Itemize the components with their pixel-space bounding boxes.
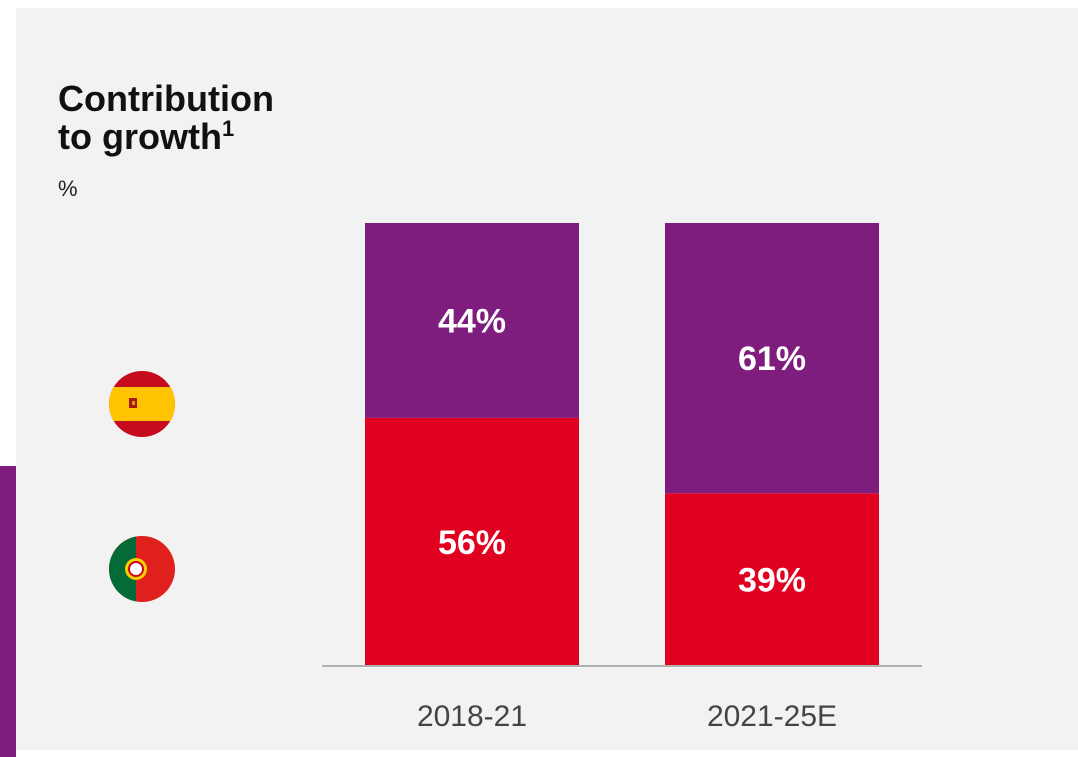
title-line-1: Contribution [58,78,274,119]
data-label-2018-21-segment-0: 56% [438,524,506,562]
data-label-2021-25E-segment-1: 61% [738,340,806,378]
unit-label: % [58,176,78,201]
x-tick-label-2021-25E: 2021-25E [707,700,837,733]
data-label-2018-21-segment-1: 44% [438,302,506,340]
portugal-flag-icon [109,536,175,602]
spain-flag-icon [109,371,175,437]
footnote-marker: 1 [221,116,235,141]
bar-2018-21-segment-1 [365,223,579,418]
bar-2021-25E-segment-0 [665,493,879,666]
x-tick-label-2018-21: 2018-21 [417,700,527,733]
bar-2021-25E-segment-1 [665,223,879,494]
data-label-2021-25E-segment-0: 39% [738,562,806,600]
chart-title: Contribution to growth1 [58,80,274,156]
left-accent-bar [0,466,16,757]
bar-2018-21-segment-0 [365,417,579,666]
title-line-2: to growth [58,116,222,157]
